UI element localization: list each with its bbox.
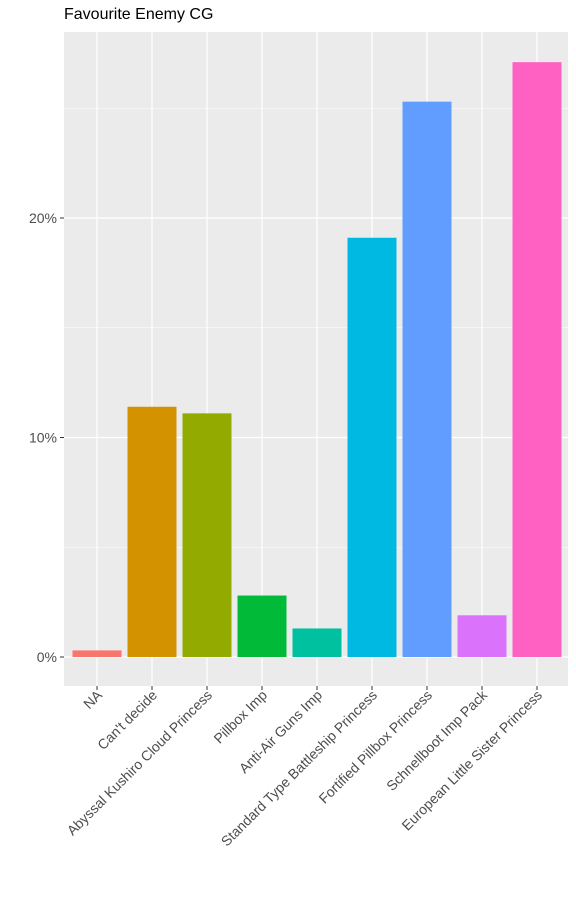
- bar: [237, 595, 287, 657]
- bar: [402, 101, 452, 658]
- bar: [347, 237, 397, 657]
- x-tick-label: Pillbox Imp: [210, 687, 270, 747]
- x-tick-label: Schnellboot Imp Pack: [383, 686, 491, 794]
- chart-title: Favourite Enemy CG: [64, 6, 214, 23]
- x-tick-label: Fortified Pillbox Princess: [315, 687, 435, 807]
- x-tick-label: NA: [80, 686, 106, 712]
- y-tick-label: 0%: [37, 649, 57, 665]
- y-tick-label: 10%: [29, 430, 57, 446]
- bar: [72, 650, 122, 657]
- bar: [182, 413, 232, 657]
- bars: [72, 62, 562, 658]
- bar: [512, 62, 562, 657]
- y-tick-label: 20%: [29, 210, 57, 226]
- bar: [457, 615, 507, 657]
- bar: [292, 628, 342, 657]
- bar: [127, 406, 177, 657]
- y-axis: 0% 10% 20%: [29, 210, 64, 665]
